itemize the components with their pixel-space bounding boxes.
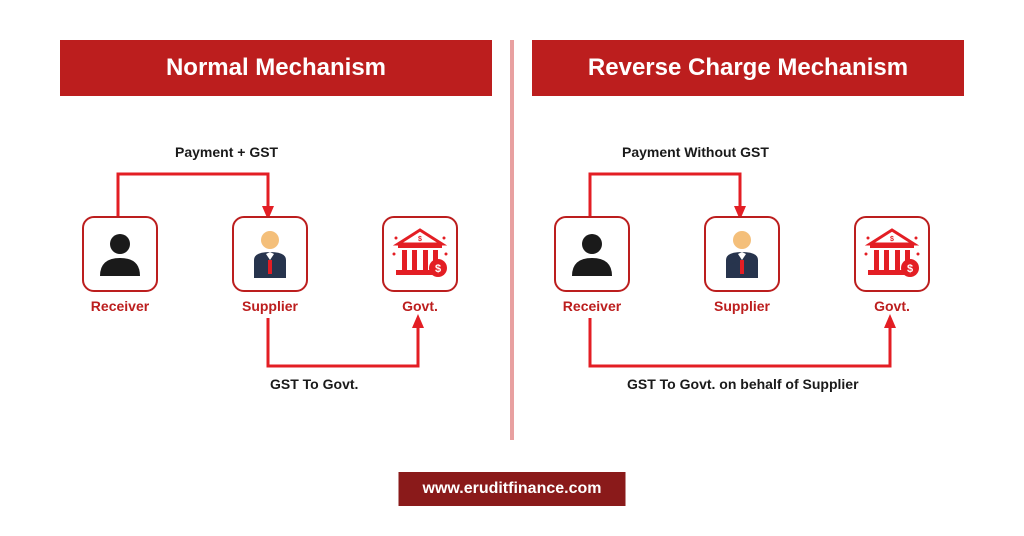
svg-text:$: $ <box>435 263 441 275</box>
right-govt-node: $ $ Govt. <box>852 216 932 314</box>
right-title: Reverse Charge Mechanism <box>532 40 964 96</box>
left-receiver-node: Receiver <box>80 216 160 314</box>
right-bottom-edge-label: GST To Govt. on behalf of Supplier <box>627 376 859 392</box>
right-diagram: Payment Without GST GST To Govt. on beha… <box>532 106 964 406</box>
svg-text:$: $ <box>890 236 894 243</box>
svg-text:$: $ <box>907 263 913 275</box>
right-receiver-label: Receiver <box>552 298 632 314</box>
right-panel: Reverse Charge Mechanism Payment Without… <box>512 40 984 460</box>
left-panel: Normal Mechanism Payment + GST GST To Go… <box>40 40 512 460</box>
receiver-icon <box>82 216 158 292</box>
receiver-icon <box>554 216 630 292</box>
left-bottom-edge-label: GST To Govt. <box>270 376 358 392</box>
svg-text:$: $ <box>418 236 422 243</box>
supplier-icon <box>704 216 780 292</box>
diagram-container: Normal Mechanism Payment + GST GST To Go… <box>0 0 1024 460</box>
left-diagram: Payment + GST GST To Govt. Receiver <box>60 106 492 406</box>
right-govt-label: Govt. <box>852 298 932 314</box>
left-govt-label: Govt. <box>380 298 460 314</box>
left-receiver-label: Receiver <box>80 298 160 314</box>
left-title: Normal Mechanism <box>60 40 492 96</box>
right-supplier-label: Supplier <box>702 298 782 314</box>
supplier-icon <box>232 216 308 292</box>
left-govt-node: $ $ Govt. <box>380 216 460 314</box>
left-supplier-label: Supplier <box>230 298 310 314</box>
left-top-edge-label: Payment + GST <box>175 144 278 160</box>
right-top-edge-label: Payment Without GST <box>622 144 769 160</box>
right-receiver-node: Receiver <box>552 216 632 314</box>
right-supplier-node: Supplier <box>702 216 782 314</box>
govt-icon: $ $ <box>854 216 930 292</box>
footer-url: www.eruditfinance.com <box>399 472 626 506</box>
left-supplier-node: Supplier <box>230 216 310 314</box>
govt-icon: $ $ <box>382 216 458 292</box>
